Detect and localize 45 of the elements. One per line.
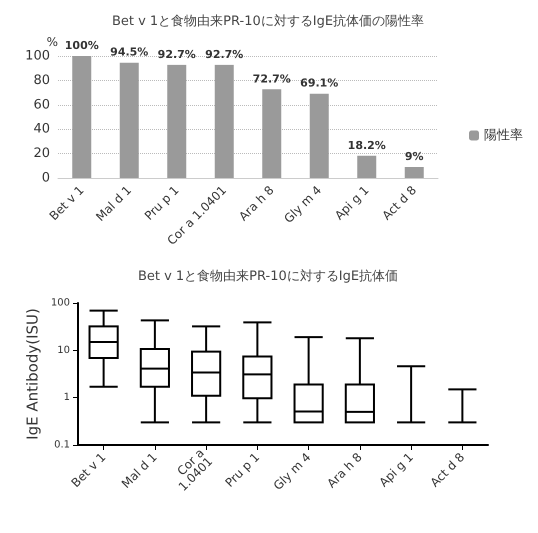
data-label: 92.7% [158,48,196,61]
chart-title: Bet v 1と食物由来PR-10に対するIgE抗体価の陽性率 [112,13,424,29]
bar [262,89,282,178]
data-label: 18.2% [348,138,386,152]
y-tick-label: 1 [64,392,70,404]
y-tick-label: 10 [57,344,70,356]
x-tick-label: Ara h 8 [324,450,365,491]
y-tick-label: 40 [33,122,50,137]
data-label: 100% [64,39,99,52]
bar [310,94,329,178]
x-tick-label: Gly m 4 [270,450,314,493]
y-tick-label: 0.1 [54,440,70,450]
x-tick-label: Ara h 8 [236,183,277,224]
x-tick-label: Gly m 4 [281,183,324,226]
data-label: 72.7% [252,72,291,86]
bar [120,62,139,178]
bar [404,167,424,178]
x-tick-label: Api g 1 [376,450,416,490]
legend-label: 陽性率 [484,127,523,143]
y-tick-label: 100 [25,48,50,64]
x-tick-label: Act d 8 [428,450,468,490]
x-tick-label: Pru p 1 [142,183,182,223]
y-axis-title: % [46,35,58,49]
data-label: 92.7% [205,48,244,61]
x-tick-label: Mal d 1 [93,183,134,224]
chart-title: Bet v 1と食物由来PR-10に対するIgE抗体価 [138,268,398,284]
x-tick-label: Pru p 1 [222,450,262,490]
bar [357,156,376,178]
data-label: 9% [404,150,424,164]
y-axis-title: IgE Antibody(ISU) [24,308,42,440]
bar [167,64,186,178]
y-tick-label: 60 [33,97,50,112]
data-label: 94.5% [110,46,148,59]
y-tick-label: 0 [42,170,50,186]
bar [214,64,234,178]
y-tick-label: 80 [33,72,50,88]
x-tick-label: Api g 1 [332,183,372,223]
x-tick-label: Act d 8 [380,183,420,223]
data-label: 69.1% [300,76,338,90]
bar [72,56,92,178]
y-tick-label: 100 [50,298,70,308]
x-tick-label: Bet v 1 [68,450,109,490]
x-tick-label: Bet v 1 [46,183,87,224]
x-tick-label: Mal d 1 [118,450,160,491]
y-tick-label: 20 [33,146,50,162]
